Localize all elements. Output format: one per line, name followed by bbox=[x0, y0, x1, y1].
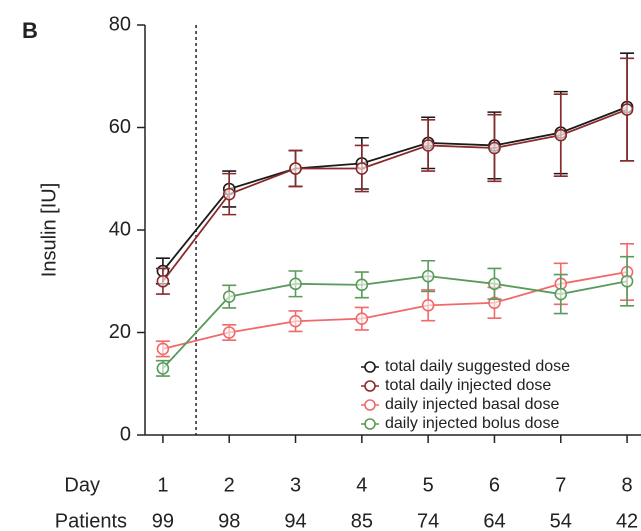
y-axis-label: Insulin [IU] bbox=[38, 183, 60, 277]
data-point bbox=[488, 141, 501, 155]
y-tick-label: 20 bbox=[109, 321, 131, 343]
data-point bbox=[620, 103, 634, 116]
x-tick-label: 7 bbox=[555, 474, 566, 496]
legend-label: daily injected basal dose bbox=[385, 396, 559, 413]
patient-count: 74 bbox=[417, 510, 439, 531]
data-point bbox=[222, 326, 236, 339]
data-point bbox=[488, 277, 501, 291]
patient-count: 94 bbox=[284, 510, 306, 531]
y-tick-label: 0 bbox=[120, 423, 131, 445]
data-point bbox=[156, 274, 170, 288]
patient-count: 42 bbox=[616, 510, 638, 531]
legend-marker bbox=[364, 418, 376, 430]
data-point bbox=[355, 278, 369, 292]
data-point bbox=[355, 312, 369, 325]
x-tick-label: 1 bbox=[157, 474, 168, 496]
legend-marker bbox=[364, 361, 376, 373]
series-line bbox=[162, 106, 628, 272]
x-tick-label: 5 bbox=[423, 474, 434, 496]
legend-label: total daily injected dose bbox=[385, 377, 551, 394]
series-line bbox=[162, 275, 628, 369]
legend-marker bbox=[364, 399, 376, 411]
data-point bbox=[421, 299, 435, 312]
x-tick-label: 2 bbox=[224, 474, 235, 496]
data-point bbox=[156, 342, 170, 356]
data-point bbox=[289, 277, 302, 291]
data-point bbox=[620, 274, 634, 288]
patient-count: 98 bbox=[218, 510, 240, 531]
panel-label: B bbox=[22, 18, 38, 43]
patient-count: 64 bbox=[483, 510, 505, 531]
data-point bbox=[554, 128, 568, 142]
legend-marker bbox=[364, 380, 376, 392]
data-point bbox=[554, 287, 568, 301]
patients-label: Patients bbox=[55, 510, 127, 531]
data-point bbox=[421, 139, 435, 152]
x-tick-label: 4 bbox=[356, 474, 367, 496]
data-point bbox=[222, 187, 236, 201]
patient-count: 54 bbox=[550, 510, 572, 531]
series-line bbox=[162, 271, 628, 350]
data-point bbox=[355, 162, 369, 175]
x-tick-label: 3 bbox=[290, 474, 301, 496]
patient-count: 99 bbox=[152, 510, 174, 531]
legend-label: total daily suggested dose bbox=[385, 358, 570, 375]
y-tick-label: 40 bbox=[109, 218, 131, 240]
x-tick-label: 6 bbox=[489, 474, 500, 496]
legend-label: daily injected bolus dose bbox=[385, 415, 559, 432]
y-tick-label: 80 bbox=[109, 13, 131, 35]
data-point bbox=[156, 362, 170, 375]
data-point bbox=[289, 162, 302, 175]
x-axis-label: Day bbox=[64, 474, 100, 496]
data-point bbox=[421, 269, 435, 283]
series-line bbox=[162, 108, 628, 282]
data-point bbox=[289, 314, 302, 328]
patient-count: 85 bbox=[351, 510, 373, 531]
x-tick-label: 8 bbox=[622, 474, 633, 496]
y-tick-label: 60 bbox=[109, 116, 131, 138]
data-point bbox=[222, 290, 236, 303]
